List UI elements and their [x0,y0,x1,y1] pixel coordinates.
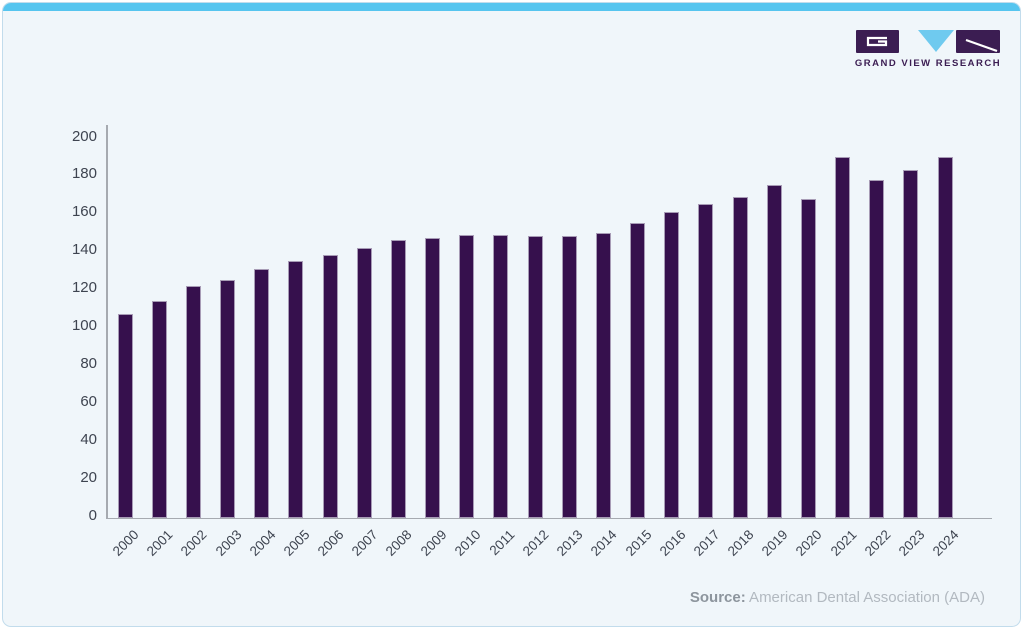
bar-2022 [869,179,885,518]
bar-2001 [151,300,167,518]
bar-2010 [459,234,475,518]
logo-wordmark: GRAND VIEW RESEARCH [854,58,1002,69]
logo-r-block [956,30,1000,53]
source-note: Source: American Dental Association (ADA… [690,589,985,606]
bar-2014 [595,232,611,518]
bar-2016 [664,211,680,518]
bar-2011 [493,234,509,518]
bar-2013 [561,236,577,518]
y-tick-label: 20 [80,468,97,486]
bar-2008 [390,240,406,518]
logo-v-triangle-icon [918,30,954,52]
source-text: American Dental Association (ADA) [745,589,985,606]
bar-2021 [835,156,851,518]
bar-2003 [220,280,235,518]
bar-2020 [800,198,816,518]
bar-2015 [630,223,646,518]
logo-g-block [856,30,899,53]
bar-2007 [356,247,372,518]
gvr-logo-glyphs [854,30,1002,53]
bar-2023 [903,170,919,518]
y-tick-label: 140 [71,241,97,259]
y-tick-label: 60 [80,392,97,410]
y-tick-label: 120 [71,279,97,297]
y-tick-label: 80 [80,354,97,372]
x-axis [106,517,992,519]
bar-2019 [766,185,782,518]
bar-chart: 200 180 160 140 120 100 80 60 40 20 0 2000 2001 2002 2… [3,3,1020,626]
y-tick-label: 200 [71,127,97,145]
bar-2004 [254,268,270,518]
y-tick-label: 160 [71,203,97,221]
bar-2005 [288,261,304,518]
y-tick-label: 40 [80,430,97,448]
y-tick-label: 180 [71,165,97,183]
bar-2006 [322,255,338,518]
y-tick-label: 100 [71,317,97,334]
gvr-logo: GRAND VIEW RESEARCH [854,30,1002,72]
y-tick-label: 0 [88,506,97,524]
card-accent-topbar [3,3,1020,11]
bar-2012 [527,236,543,518]
bar-2018 [732,196,748,518]
source-label: Source: [689,589,746,606]
y-axis [106,125,108,519]
bar-2024 [937,156,953,518]
bar-2017 [698,204,714,518]
bar-2002 [185,285,201,518]
bar-2000 [117,314,133,518]
bar-2009 [425,238,441,518]
